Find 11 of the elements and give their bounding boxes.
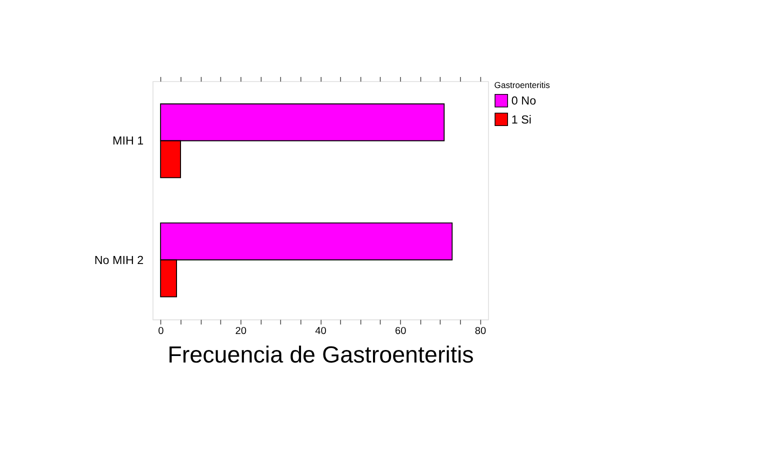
y-tick-label: MIH 1 [112, 134, 144, 148]
x-axis-title: Frecuencia de Gastroenteritis [168, 342, 474, 368]
x-tick-label: 80 [474, 326, 486, 337]
legend-label: 0 No [511, 94, 536, 108]
x-tick-label: 0 [158, 326, 164, 337]
x-tick-label: 60 [394, 326, 407, 337]
x-tick-label: 20 [235, 326, 247, 337]
legend-title: Gastroenteritis [494, 80, 550, 90]
x-tick-label: 40 [315, 326, 327, 337]
y-tick-label: No MIH 2 [94, 254, 144, 267]
legend-label: 1 Si [511, 113, 532, 126]
